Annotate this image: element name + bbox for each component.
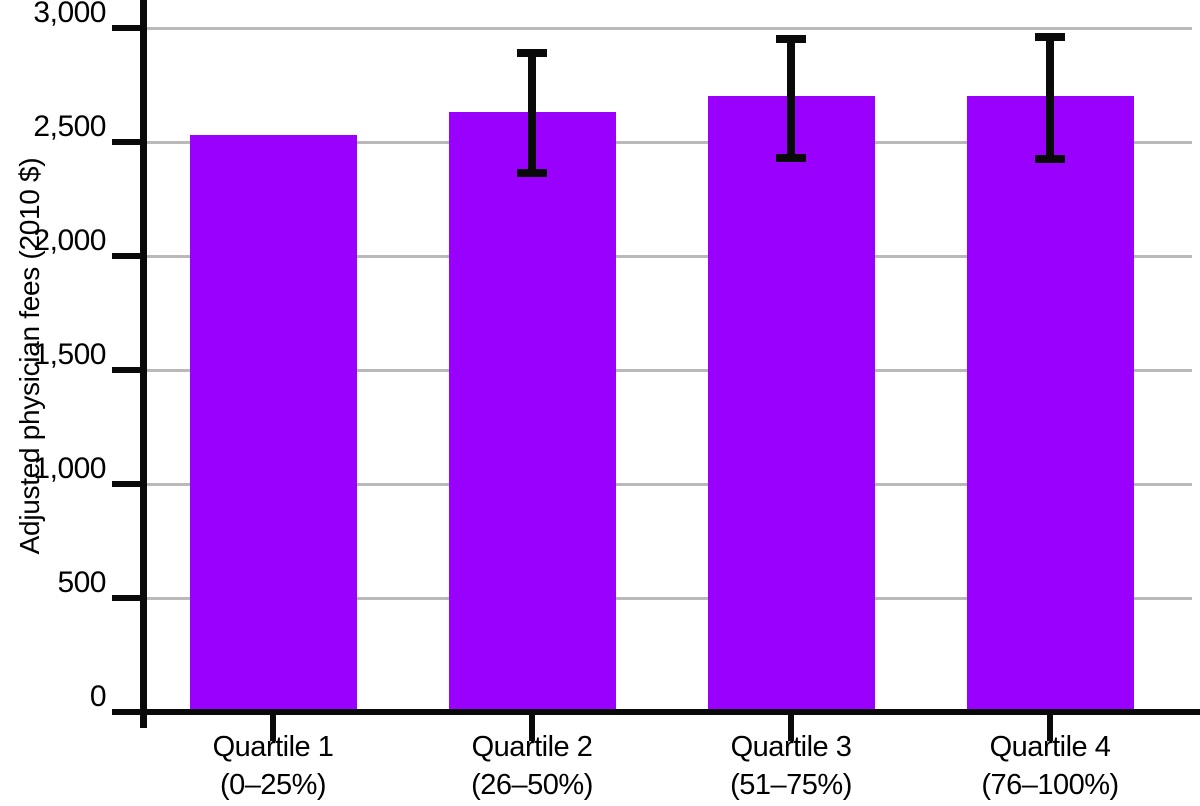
error-bar-cap-high: [776, 35, 806, 44]
gridline: [147, 596, 1192, 600]
error-bar-stem: [787, 39, 795, 158]
y-tick-label: 2,000: [33, 224, 106, 257]
error-bar-cap-low: [776, 153, 806, 162]
x-category-line2: (51–75%): [730, 769, 852, 801]
x-tick-mark: [270, 715, 276, 741]
x-category-line2: (76–100%): [981, 769, 1119, 801]
bar-quartile-2: [448, 112, 616, 712]
x-tick-mark: [788, 715, 794, 741]
error-bar-cap-high: [517, 49, 547, 58]
x-category-line1: Quartile 2: [471, 731, 593, 763]
y-tick-label: 3,000: [33, 0, 106, 29]
error-bar-stem: [1046, 37, 1054, 160]
y-tick-label: 1,500: [33, 338, 106, 371]
y-tick-mark: [112, 481, 146, 487]
x-category-label: Quartile 2 (26–50%): [412, 728, 652, 804]
x-category-label: Quartile 3 (51–75%): [671, 728, 911, 804]
error-bar-cap-low: [517, 168, 547, 177]
gridline: [147, 254, 1192, 258]
error-bar-cap-low: [1035, 155, 1065, 164]
y-tick-label: 0: [89, 680, 107, 713]
x-category-line2: (26–50%): [471, 769, 593, 801]
x-category-line2: (0–25%): [219, 769, 327, 801]
gridline: [147, 482, 1192, 486]
bar-quartile-3: [707, 96, 875, 712]
error-bar-stem: [528, 53, 536, 173]
y-tick-label: 1,000: [33, 452, 106, 485]
gridline: [147, 140, 1192, 144]
bar-quartile-4: [966, 96, 1134, 712]
y-tick-mark: [112, 139, 146, 145]
x-axis-line: [112, 709, 1200, 715]
gridline: [147, 368, 1192, 372]
bar-quartile-1: [189, 135, 357, 712]
x-tick-mark: [1047, 715, 1053, 741]
x-category-line1: Quartile 3: [730, 731, 852, 763]
x-category-label: Quartile 1 (0–25%): [153, 728, 393, 804]
y-tick-label: 500: [57, 566, 106, 599]
y-axis-line: [140, 0, 147, 728]
x-category-line1: Quartile 1: [212, 731, 334, 763]
x-tick-mark: [529, 715, 535, 741]
y-tick-mark: [112, 595, 146, 601]
error-bar-cap-high: [1035, 33, 1065, 42]
gridline: [147, 26, 1192, 30]
x-category-line1: Quartile 4: [989, 731, 1111, 763]
x-category-label: Quartile 4 (76–100%): [930, 728, 1170, 804]
y-tick-mark: [112, 367, 146, 373]
y-tick-mark: [112, 253, 146, 259]
y-tick-mark: [112, 25, 146, 31]
y-tick-label: 2,500: [33, 110, 106, 143]
